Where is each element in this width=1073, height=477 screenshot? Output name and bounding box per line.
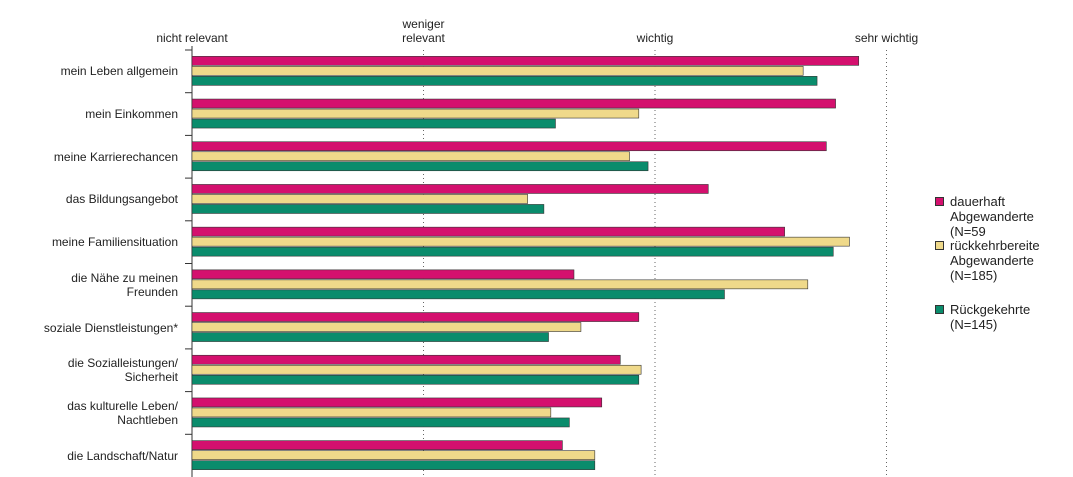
legend-swatch (935, 305, 944, 314)
bar (191, 184, 709, 194)
legend-swatch (935, 197, 944, 206)
legend-label: Rückgekehrte (N=145) (950, 302, 1031, 332)
y-tick-label: das kulturelle Leben/ Nachtleben (67, 398, 178, 427)
y-tick-label: meine Karrierechancen (53, 149, 178, 164)
bar (191, 236, 850, 247)
bar (191, 246, 834, 257)
legend-item: rückkehrbereite Abgewanderte (N=185) (935, 238, 1073, 283)
bar (191, 407, 552, 418)
bar (191, 151, 630, 162)
bar (191, 374, 640, 385)
y-tick-label: meine Familiensituation (51, 235, 178, 250)
y-tick-label: mein Leben allgemein (60, 64, 178, 79)
bar (191, 226, 785, 237)
bar (191, 354, 621, 365)
legend-item: dauerhaft Abgewanderte (N=59 (935, 194, 1073, 239)
legend-label: dauerhaft Abgewanderte (N=59 (950, 194, 1034, 239)
bar (191, 204, 545, 214)
bar (191, 364, 642, 375)
bar (191, 108, 640, 119)
x-tick-label: nicht relevant (156, 31, 228, 45)
x-tick-label: wichtig (636, 31, 674, 45)
bar (191, 417, 570, 428)
bar (191, 322, 582, 332)
bar (191, 450, 596, 460)
bar (191, 269, 575, 280)
bar (191, 66, 804, 76)
bar (191, 312, 640, 322)
x-tick-label: weniger relevant (402, 17, 445, 45)
bar (191, 440, 563, 450)
y-tick-label: soziale Dienstleistungen* (43, 320, 178, 335)
bar (191, 141, 827, 152)
legend-item: Rückgekehrte (N=145) (935, 302, 1073, 332)
x-tick-label: sehr wichtig (854, 31, 919, 45)
y-tick-label: die Landschaft/Natur (67, 448, 178, 463)
bar (191, 194, 528, 204)
y-tick-label: die Nähe zu meinen Freunden (71, 270, 178, 299)
bar (191, 397, 603, 408)
y-tick-label: das Bildungsangebot (65, 192, 178, 207)
legend-label: rückkehrbereite Abgewanderte (N=185) (950, 238, 1040, 283)
y-tick-label: die Sozialleistungen/ Sicherheit (67, 356, 178, 385)
bar (191, 332, 549, 342)
bar (191, 56, 860, 66)
bar (191, 289, 725, 300)
bar (191, 460, 596, 470)
legend-swatch (935, 241, 944, 250)
bar (191, 161, 649, 172)
bar (191, 98, 836, 109)
bar (191, 76, 818, 86)
y-tick-label: mein Einkommen (85, 107, 178, 122)
bar (191, 118, 556, 129)
bar (191, 279, 809, 290)
